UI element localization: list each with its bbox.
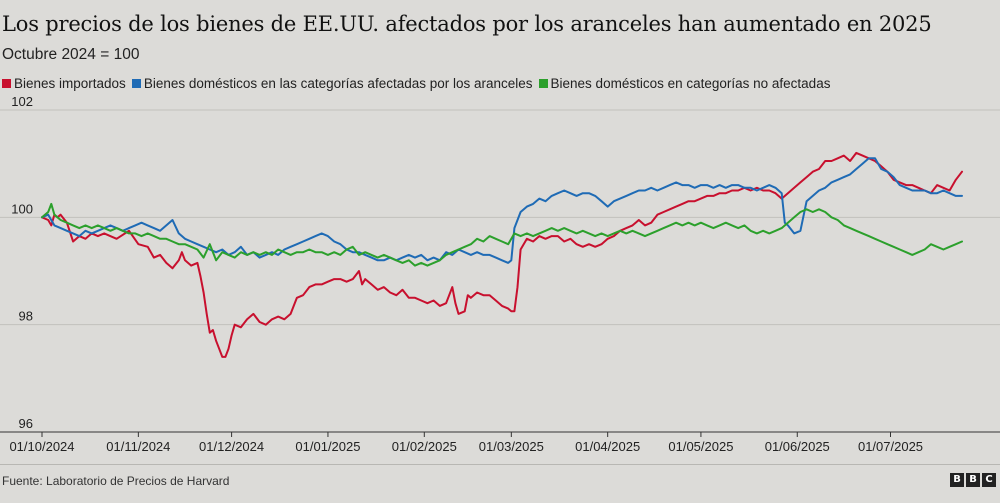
chart-subtitle: Octubre 2024 = 100 <box>2 46 140 63</box>
logo-letter-b1: B <box>950 473 964 487</box>
legend-swatch-domestic-unaffected <box>538 79 548 88</box>
source-note: Fuente: Laboratorio de Precios de Harvar… <box>2 474 230 488</box>
series-line-domestic-unaffected <box>41 202 963 267</box>
series-layer <box>41 151 963 358</box>
legend-label-domestic-unaffected: Bienes domésticos en categorías no afect… <box>550 76 831 91</box>
x-tick-label-2: 01/12/2024 <box>199 439 264 454</box>
series-line-domestic-affected <box>41 157 963 264</box>
legend-item-imported: Bienes importados <box>2 76 126 91</box>
y-tick-label-96: 96 <box>19 416 33 431</box>
chart-title: Los precios de los bienes de EE.UU. afec… <box>2 12 932 36</box>
legend-label-imported: Bienes importados <box>14 76 126 91</box>
legend-item-domestic-affected: Bienes domésticos en las categorías afec… <box>131 76 533 91</box>
y-axis-ticks: 96 98 100 102 <box>11 94 33 431</box>
bbc-logo: B B C <box>950 473 996 487</box>
x-tick-label-7: 01/05/2025 <box>668 439 733 454</box>
x-tick-label-6: 01/04/2025 <box>575 439 640 454</box>
y-tick-label-102: 102 <box>11 94 33 109</box>
y-tick-label-98: 98 <box>19 309 33 324</box>
y-tick-label-100: 100 <box>11 201 33 216</box>
logo-letter-b2: B <box>966 473 980 487</box>
chart-legend: Bienes importados Bienes domésticos en l… <box>2 76 836 91</box>
x-tick-label-9: 01/07/2025 <box>858 439 923 454</box>
grid-layer <box>0 109 1000 433</box>
x-tick-label-0: 01/10/2024 <box>9 439 74 454</box>
legend-swatch-domestic-affected <box>131 79 141 88</box>
x-tick-label-3: 01/01/2025 <box>295 439 360 454</box>
x-tick-label-1: 01/11/2024 <box>106 439 170 454</box>
legend-label-domestic-affected: Bienes domésticos en las categorías afec… <box>143 76 533 91</box>
legend-swatch-imported <box>2 79 11 88</box>
series-line-imported <box>41 151 963 358</box>
legend-item-domestic-unaffected: Bienes domésticos en categorías no afect… <box>538 76 831 91</box>
x-tick-label-5: 01/03/2025 <box>479 439 544 454</box>
logo-letter-c: C <box>982 473 996 487</box>
x-tick-label-4: 01/02/2025 <box>392 439 457 454</box>
footer-divider <box>0 464 1000 465</box>
x-tick-label-8: 01/06/2025 <box>765 439 830 454</box>
line-chart: 96 98 100 102 01/10/2024 01/11/2024 01/12/202… <box>0 94 1000 454</box>
x-axis-ticks: 01/10/2024 01/11/2024 01/12/2024 01/01/2025… <box>9 432 923 454</box>
